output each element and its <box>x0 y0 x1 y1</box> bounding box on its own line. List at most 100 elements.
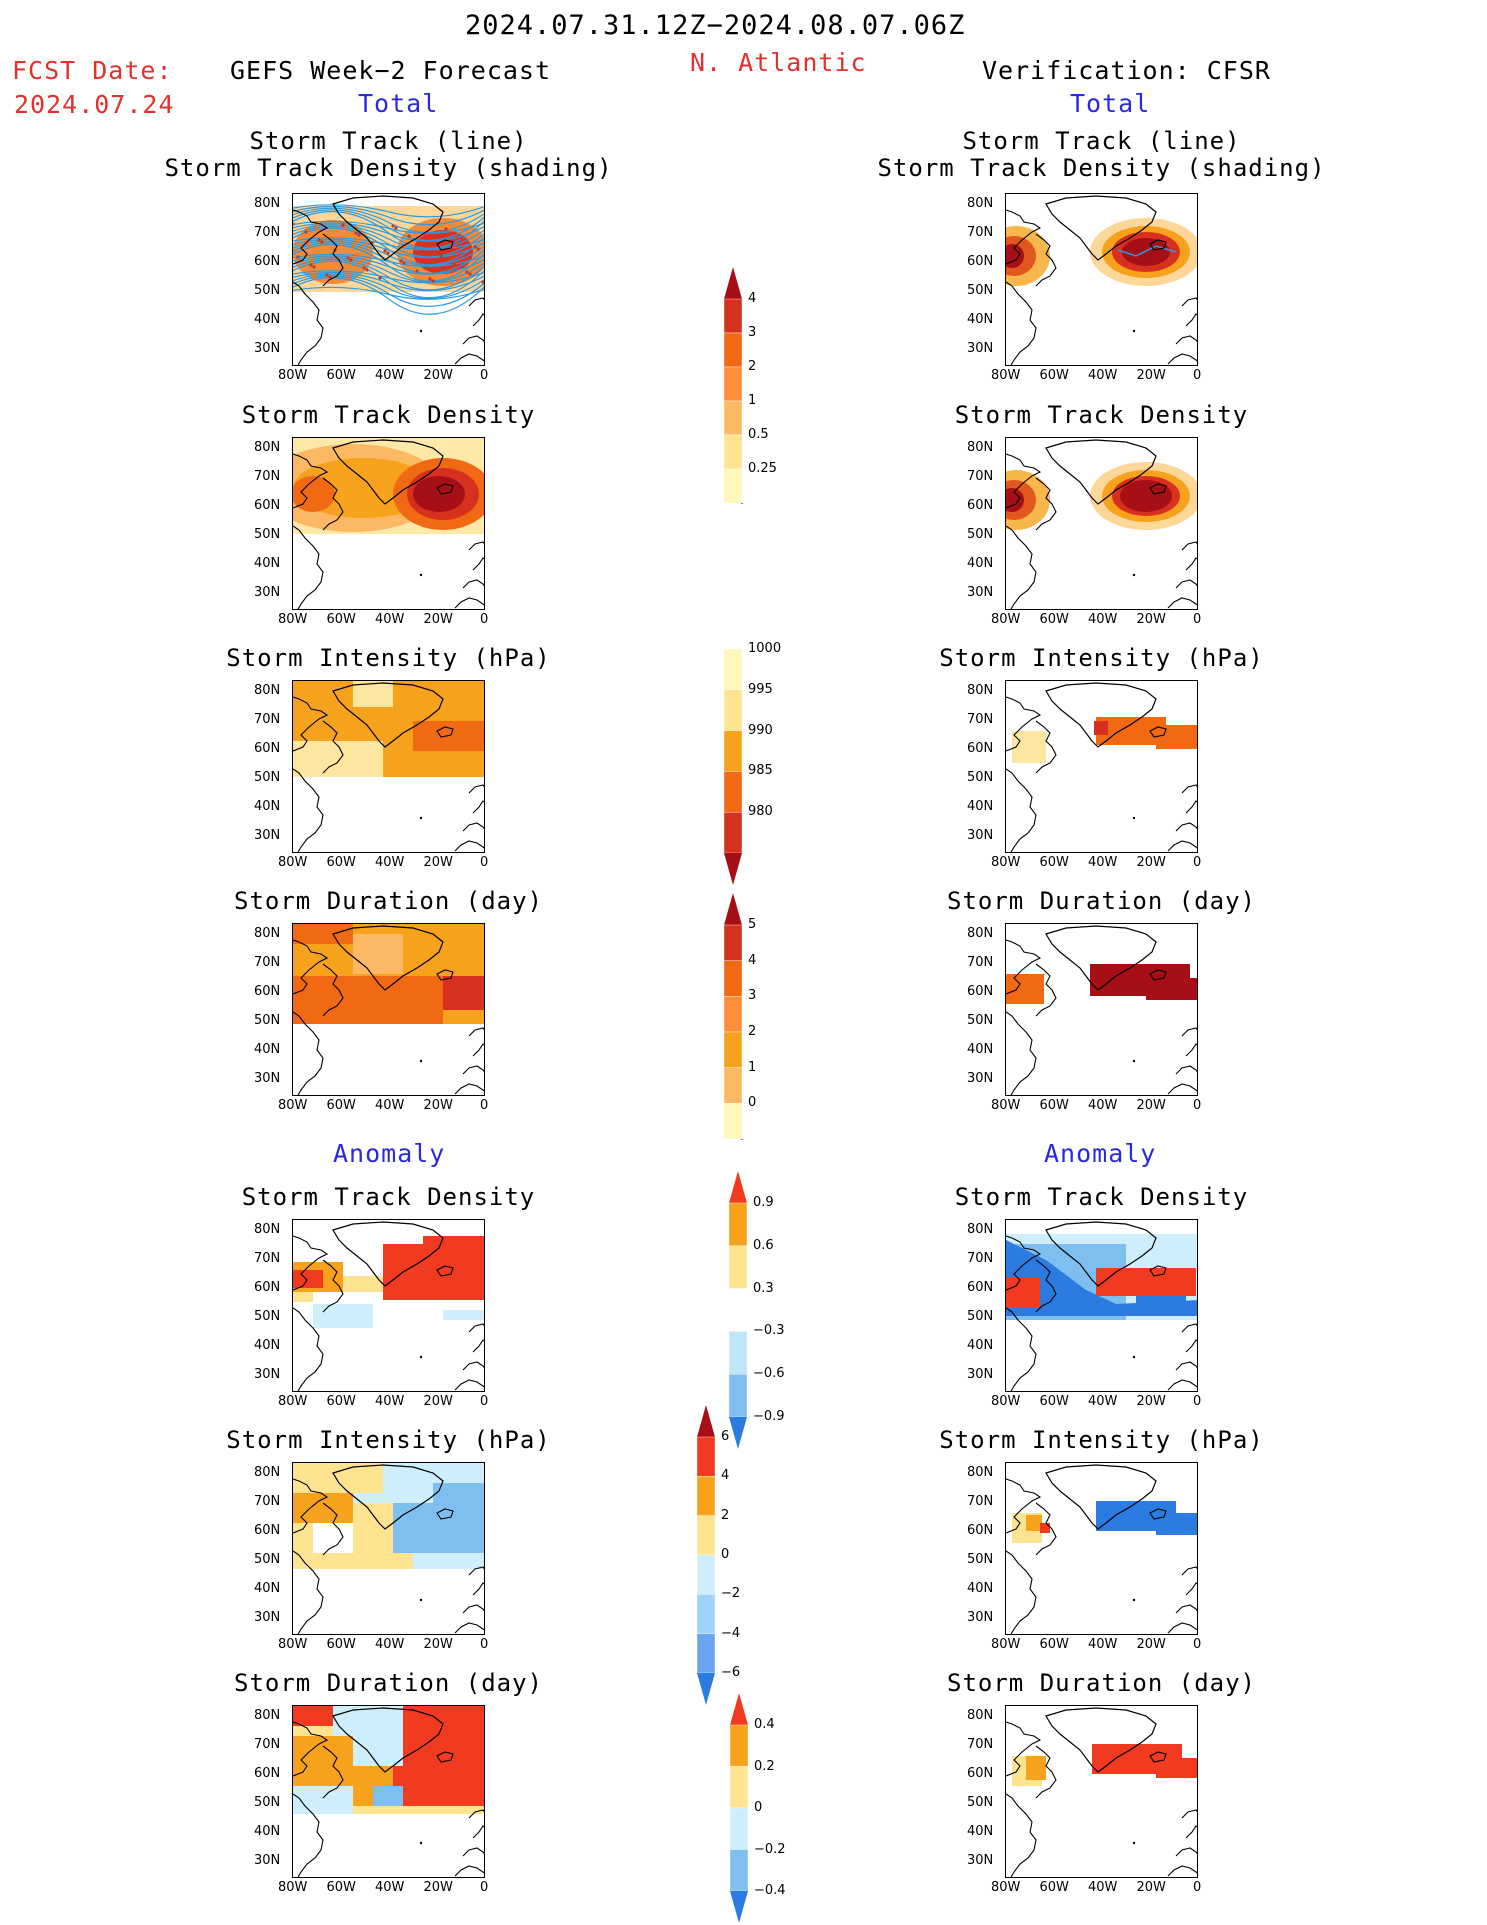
panel-title: Storm Duration (day) <box>947 887 1256 915</box>
lon-tick-label: 80W <box>991 612 1021 627</box>
colorbar-segment <box>723 332 743 368</box>
colorbar-segment <box>729 1807 749 1850</box>
panel-title: Storm Duration (day) <box>234 887 543 915</box>
panel-title: Storm Duration (day) <box>947 1669 1256 1697</box>
colorbar-label: 5 <box>748 917 757 932</box>
map-plot <box>1005 437 1198 610</box>
lat-tick-label: 40N <box>254 1338 281 1353</box>
map-plot <box>1005 193 1198 366</box>
lat-tick-label: 60N <box>967 741 994 756</box>
left-anomaly-label: Anomaly <box>333 1139 446 1168</box>
lat-tick-label: 60N <box>254 1766 281 1781</box>
lon-tick-label: 80W <box>278 612 308 627</box>
lon-tick-label: 80W <box>991 1880 1021 1895</box>
lon-tick-label: 60W <box>326 368 356 383</box>
lat-tick-label: 50N <box>967 1013 994 1028</box>
lon-tick-label: 20W <box>423 368 453 383</box>
colorbar-segment <box>723 689 743 731</box>
lat-tick-label: 60N <box>254 1523 281 1538</box>
panel-title: Storm Track Density <box>241 1183 536 1211</box>
colorbar-label: 0.5 <box>748 427 769 442</box>
lon-tick-label: 40W <box>375 1880 405 1895</box>
lat-tick-label: 50N <box>967 283 994 298</box>
panel-title: Storm Duration (day) <box>234 1669 543 1697</box>
lon-tick-label: 0 <box>1193 1098 1202 1113</box>
lon-tick-label: 40W <box>375 1394 405 1409</box>
colorbar-density_total <box>723 267 743 504</box>
lat-tick-label: 40N <box>254 556 281 571</box>
colorbar-segment <box>729 1766 749 1809</box>
colorbar-arrow-top <box>729 1171 747 1203</box>
lat-tick-label: 30N <box>254 1610 281 1625</box>
colorbar-arrow-top <box>724 267 742 299</box>
colorbar-label: −0.4 <box>754 1883 786 1898</box>
lon-tick-label: 0 <box>480 612 489 627</box>
panel-title: Storm Track (line) <box>249 127 528 155</box>
map-plot <box>292 1219 485 1392</box>
colorbar-segment <box>728 1202 748 1246</box>
lon-tick-label: 80W <box>278 368 308 383</box>
lat-tick-label: 50N <box>254 1795 281 1810</box>
colorbar-segment <box>723 730 743 772</box>
lat-tick-label: 60N <box>254 1280 281 1295</box>
lat-tick-label: 80N <box>967 440 994 455</box>
lon-tick-label: 40W <box>375 855 405 870</box>
colorbar-segment <box>723 648 743 690</box>
lat-tick-label: 40N <box>254 799 281 814</box>
lon-tick-label: 80W <box>991 1637 1021 1652</box>
lon-tick-label: 60W <box>326 612 356 627</box>
lat-tick-label: 70N <box>254 712 281 727</box>
region-label: N. Atlantic <box>690 48 867 77</box>
lon-tick-label: 20W <box>1136 1880 1166 1895</box>
lat-tick-label: 40N <box>254 1824 281 1839</box>
colorbar-arrow-bottom <box>729 1417 747 1449</box>
lon-tick-label: 0 <box>480 1637 489 1652</box>
lat-tick-label: 70N <box>967 469 994 484</box>
colorbar-density_anom <box>728 1171 748 1449</box>
lat-tick-label: 60N <box>254 741 281 756</box>
colorbar-arrow-top <box>724 893 742 925</box>
colorbar-label: −0.2 <box>754 1841 786 1857</box>
lon-tick-label: 60W <box>1039 368 1069 383</box>
colorbar-segment <box>696 1554 716 1595</box>
colorbar-label: 0 <box>721 1547 730 1562</box>
map-plot <box>1005 1462 1198 1635</box>
panel-title: Storm Track Density (shading) <box>877 154 1326 182</box>
lon-tick-label: 0 <box>1193 1880 1202 1895</box>
lat-tick-label: 50N <box>967 1552 994 1567</box>
lat-tick-label: 60N <box>967 1766 994 1781</box>
colorbar-label: 990 <box>748 722 773 738</box>
colorbar-segment <box>723 298 743 334</box>
lat-tick-label: 50N <box>967 1309 994 1324</box>
lon-tick-label: 0 <box>1193 855 1202 870</box>
panel-title: Storm Intensity (hPa) <box>226 644 551 672</box>
colorbar-label: 1 <box>748 393 757 408</box>
lat-tick-label: 80N <box>967 683 994 698</box>
lon-tick-label: 20W <box>1136 1637 1166 1652</box>
fcst-date: 2024.07.24 <box>14 90 175 119</box>
lat-tick-label: 50N <box>967 1795 994 1810</box>
lat-tick-label: 40N <box>967 1824 994 1839</box>
lon-tick-label: 0 <box>1193 368 1202 383</box>
colorbar-segment <box>728 1288 748 1332</box>
map-plot <box>1005 1705 1198 1878</box>
date-range: 2024.07.31.12Z−2024.08.07.06Z <box>465 10 966 41</box>
lon-tick-label: 40W <box>1088 1394 1118 1409</box>
colorbar-label: 0.4 <box>754 1717 775 1732</box>
colorbar-label: 4 <box>748 952 757 968</box>
map-plot <box>292 437 485 610</box>
colorbar-arrow-bottom <box>697 1673 715 1705</box>
colorbar-intensity_anom <box>696 1405 716 1705</box>
lat-tick-label: 30N <box>254 1367 281 1382</box>
lon-tick-label: 80W <box>991 855 1021 870</box>
lon-tick-label: 0 <box>1193 612 1202 627</box>
colorbar-duration_total <box>723 893 743 1140</box>
colorbar-label: 2 <box>721 1507 730 1523</box>
lat-tick-label: 70N <box>967 1494 994 1509</box>
lat-tick-label: 30N <box>967 1853 994 1868</box>
lon-tick-label: 80W <box>278 1098 308 1113</box>
colorbar-label: −0.3 <box>753 1323 785 1339</box>
lon-tick-label: 20W <box>1136 855 1166 870</box>
lon-tick-label: 60W <box>326 855 356 870</box>
lon-tick-label: 20W <box>423 1637 453 1652</box>
